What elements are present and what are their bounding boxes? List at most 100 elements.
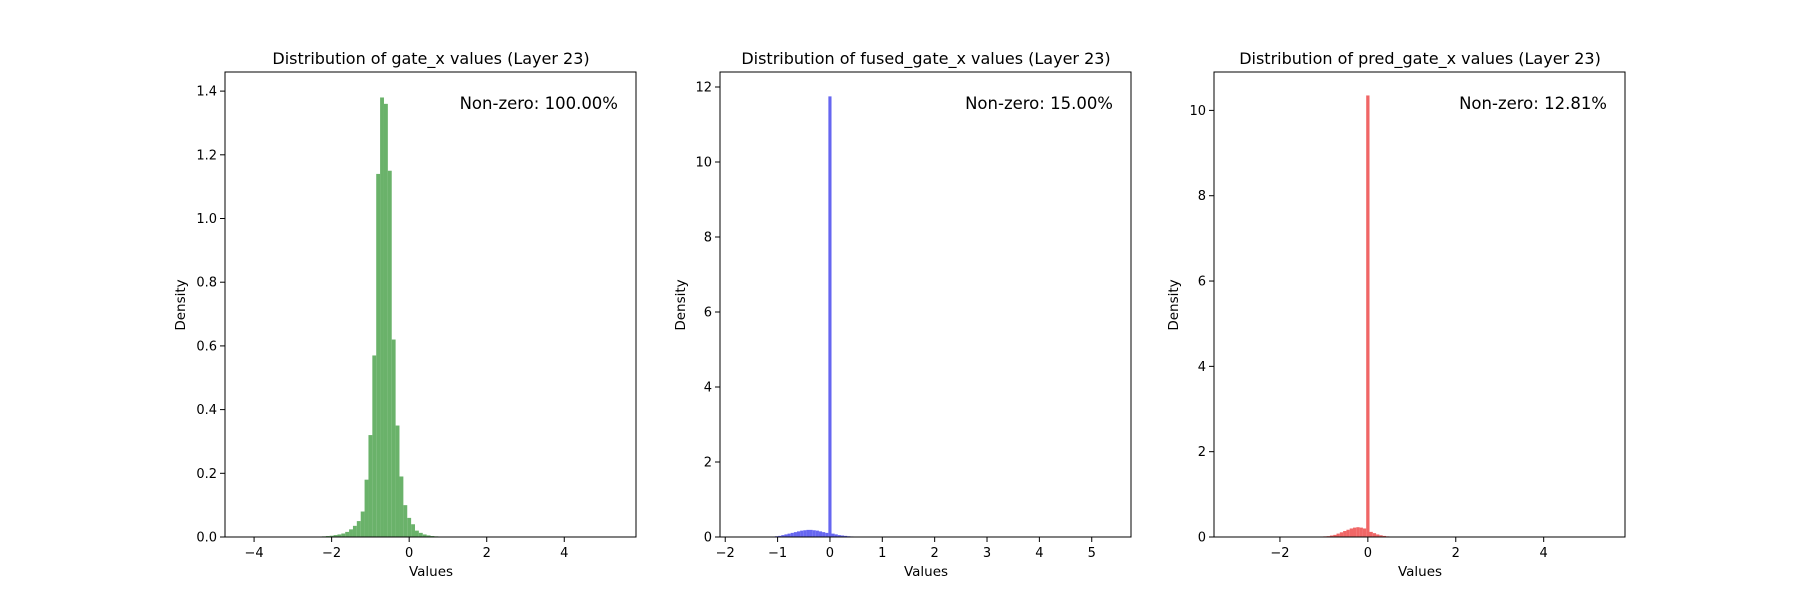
histogram-bar: [403, 505, 408, 537]
histogram-bar: [407, 517, 412, 537]
histogram-bar: [411, 524, 415, 537]
histogram-bar: [809, 529, 813, 538]
non-zero-annotation: Non-zero: 15.00%: [965, 94, 1113, 113]
y-tick-label: 1.2: [196, 148, 217, 163]
histogram-bar: [349, 529, 353, 537]
tick-marks: −2 0 2 4 0 2 4 6 8 10: [1189, 104, 1547, 561]
histogram-bar: [372, 355, 377, 537]
histogram-bars: [321, 97, 443, 538]
histogram-bar: [395, 425, 400, 537]
y-tick-label: 10: [695, 156, 712, 171]
x-tick-label: 2: [1452, 546, 1460, 561]
histogram-bar: [778, 535, 782, 538]
y-tick-label: 0.0: [196, 531, 217, 546]
subplot-gate-x: Distribution of gate_x values (Layer 23)…: [173, 49, 637, 580]
histogram-bar: [399, 476, 404, 537]
histogram-bar: [815, 530, 819, 538]
x-tick-label: 0: [1364, 546, 1372, 561]
histogram-bar: [818, 531, 823, 538]
histogram-bar: [831, 533, 835, 538]
histogram-bar: [1382, 535, 1386, 537]
x-tick-label: −4: [244, 546, 263, 561]
histogram-bar: [1366, 95, 1370, 538]
y-tick-label: 6: [704, 306, 712, 321]
histogram-bar: [781, 535, 785, 538]
y-tick-label: 4: [704, 381, 712, 396]
x-tick-label: −2: [322, 546, 341, 561]
x-tick-label: 4: [1540, 546, 1548, 561]
histogram-bar: [800, 530, 804, 538]
histogram-bar: [834, 534, 838, 538]
x-tick-label: 4: [1035, 546, 1043, 561]
histogram-bar: [1343, 531, 1347, 537]
histogram-bar: [822, 532, 826, 538]
histogram-bar: [387, 170, 392, 538]
y-tick-label: 1.4: [196, 85, 217, 100]
histogram-bar: [1346, 529, 1350, 537]
y-tick-label: 1.0: [196, 212, 217, 227]
histogram-bar: [803, 530, 807, 537]
histogram-bar: [812, 530, 816, 537]
histogram-bar: [352, 525, 357, 537]
histogram-bar: [418, 532, 423, 537]
x-tick-label: 5: [1088, 546, 1096, 561]
y-tick-label: 8: [704, 231, 712, 246]
histogram-bars: [1320, 95, 1393, 538]
histogram-bar: [345, 531, 350, 537]
histogram-bar: [784, 534, 788, 538]
histogram-bars: [771, 96, 857, 538]
plot-frame: [719, 71, 1132, 538]
x-tick-label: 0: [826, 546, 834, 561]
subplot-fused-gate-x: Distribution of fused_gate_x values (Lay…: [673, 49, 1132, 580]
histogram-bar: [1362, 528, 1367, 537]
x-axis-label: Values: [1398, 564, 1442, 580]
histogram-bar: [341, 533, 346, 537]
histogram-bar: [793, 532, 797, 538]
x-tick-label: −2: [716, 546, 735, 561]
histogram-bar: [1353, 527, 1357, 537]
histogram-bar: [356, 521, 361, 537]
subplot-pred-gate-x: Distribution of pred_gate_x values (Laye…: [1166, 49, 1626, 580]
y-tick-label: 12: [695, 81, 712, 96]
histogram-bar: [1329, 535, 1334, 537]
y-axis-label: Density: [173, 279, 189, 330]
non-zero-annotation: Non-zero: 100.00%: [460, 94, 618, 113]
non-zero-annotation: Non-zero: 12.81%: [1459, 94, 1607, 113]
x-tick-label: −2: [1270, 546, 1289, 561]
histogram-bar: [1349, 528, 1354, 537]
tick-marks: −4 −2 0 2 4 0.0 0.2 0.4 0.6 0.8 1.0 1.2 1.4: [196, 85, 568, 561]
x-tick-label: 2: [483, 546, 491, 561]
histogram-bar: [422, 534, 427, 537]
histogram-bar: [840, 535, 845, 537]
y-tick-label: 10: [1189, 104, 1206, 119]
y-tick-label: 4: [1198, 360, 1206, 375]
histogram-bar: [790, 532, 794, 538]
y-tick-label: 2: [1198, 445, 1206, 460]
y-tick-label: 0: [704, 531, 712, 546]
y-tick-label: 0.8: [196, 276, 217, 291]
y-tick-label: 6: [1198, 275, 1206, 290]
histogram-bar: [1372, 533, 1377, 537]
histogram-bar: [329, 535, 334, 537]
histogram-bar: [1359, 527, 1363, 537]
y-tick-label: 2: [704, 456, 712, 471]
histogram-bar: [383, 103, 388, 537]
y-tick-label: 8: [1198, 189, 1206, 204]
histogram-bar: [380, 97, 384, 537]
histogram-bar: [787, 533, 791, 538]
histogram-bar: [360, 511, 365, 537]
histogram-bar: [333, 535, 338, 537]
histogram-bar: [806, 529, 810, 538]
histogram-bar: [1339, 532, 1344, 537]
x-axis-label: Values: [904, 564, 948, 580]
histogram-bar: [796, 531, 801, 538]
histogram-bar: [391, 339, 396, 537]
histogram-bar: [837, 535, 841, 538]
chart-title: Distribution of gate_x values (Layer 23): [272, 49, 589, 69]
histogram-bar: [368, 435, 373, 537]
histogram-bar: [1336, 533, 1340, 537]
plot-frame: [1213, 71, 1626, 538]
y-tick-label: 0: [1198, 531, 1206, 546]
y-tick-label: 0.2: [196, 467, 217, 482]
